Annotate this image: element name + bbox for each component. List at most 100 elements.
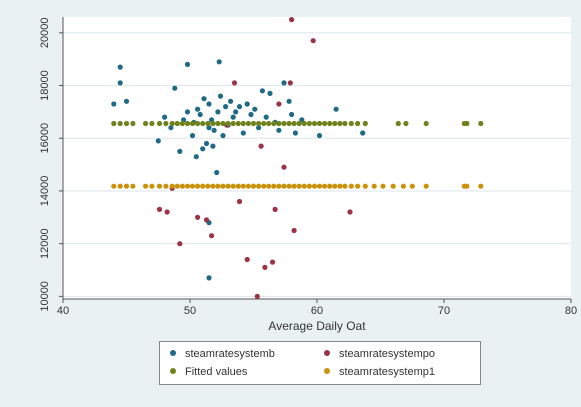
data-point-series-1 xyxy=(203,140,210,147)
x-tick-label: 40 xyxy=(57,305,69,317)
data-point-series-3 xyxy=(215,120,221,127)
data-point-series-2 xyxy=(310,38,316,44)
data-point-series-2 xyxy=(276,101,282,107)
data-point-series-4 xyxy=(261,183,267,189)
data-point-series-4 xyxy=(111,183,117,189)
data-point-series-1 xyxy=(281,80,287,86)
data-point-series-1 xyxy=(256,125,262,131)
data-point-series-2 xyxy=(195,214,201,220)
data-point-series-1 xyxy=(236,104,243,110)
legend-marker-icon xyxy=(324,368,330,375)
data-point-series-3 xyxy=(301,120,307,127)
data-point-series-3 xyxy=(464,120,470,127)
data-point-series-3 xyxy=(337,120,343,127)
data-point-series-4 xyxy=(327,183,333,189)
legend-label: steamratesystemp1 xyxy=(339,366,435,378)
data-point-series-3 xyxy=(189,120,196,127)
data-point-series-1 xyxy=(210,143,216,149)
data-point-series-3 xyxy=(163,120,169,127)
data-point-series-3 xyxy=(220,120,226,127)
data-point-series-4 xyxy=(256,183,262,189)
data-point-series-2 xyxy=(203,217,210,223)
data-point-series-3 xyxy=(327,120,333,127)
data-point-series-3 xyxy=(261,120,267,127)
data-point-series-4 xyxy=(478,183,484,189)
data-point-series-4 xyxy=(123,183,130,189)
data-point-series-1 xyxy=(230,114,236,120)
data-point-series-1 xyxy=(240,130,246,136)
data-point-series-4 xyxy=(240,183,246,189)
data-point-series-4 xyxy=(250,183,257,189)
data-point-series-3 xyxy=(245,120,251,127)
data-point-series-1 xyxy=(193,154,199,160)
data-point-series-1 xyxy=(200,146,206,152)
data-point-series-1 xyxy=(223,104,229,110)
data-point-series-4 xyxy=(179,183,185,189)
legend-label: steamratesystemb xyxy=(185,348,275,360)
data-point-series-3 xyxy=(225,120,231,127)
data-point-series-1 xyxy=(155,138,161,144)
data-point-series-1 xyxy=(263,114,269,120)
data-point-series-3 xyxy=(276,120,282,127)
data-point-series-4 xyxy=(337,183,343,189)
data-point-series-3 xyxy=(286,120,292,127)
data-point-series-4 xyxy=(163,183,169,189)
data-point-series-3 xyxy=(240,120,246,127)
y-tick-label: 14000 xyxy=(39,176,51,207)
data-point-series-4 xyxy=(286,183,292,189)
data-point-series-1 xyxy=(117,80,123,86)
data-point-series-4 xyxy=(271,183,277,189)
legend-marker-icon xyxy=(324,350,330,357)
y-tick-label: 20000 xyxy=(39,18,51,49)
data-point-series-4 xyxy=(371,183,377,189)
data-point-series-1 xyxy=(292,130,298,136)
data-point-series-2 xyxy=(164,209,170,215)
data-point-series-3 xyxy=(149,120,155,127)
data-point-series-3 xyxy=(230,120,236,127)
data-point-series-3 xyxy=(306,120,312,127)
data-point-series-1 xyxy=(206,275,212,281)
data-point-series-4 xyxy=(296,183,302,189)
data-point-series-1 xyxy=(252,106,258,112)
data-point-series-1 xyxy=(244,101,250,107)
data-point-series-3 xyxy=(362,120,368,127)
data-point-series-4 xyxy=(200,183,206,189)
data-point-series-1 xyxy=(117,64,123,70)
legend-item-series-3: Fitted values xyxy=(170,364,247,380)
data-point-series-2 xyxy=(269,259,276,265)
data-point-series-4 xyxy=(143,183,149,189)
legend-label: Fitted values xyxy=(185,366,248,378)
data-point-series-1 xyxy=(184,61,191,67)
data-point-series-1 xyxy=(195,106,201,112)
data-point-series-2 xyxy=(291,227,297,234)
data-point-series-4 xyxy=(400,183,406,189)
data-point-series-3 xyxy=(403,120,409,127)
data-point-series-3 xyxy=(235,120,241,127)
data-point-series-1 xyxy=(206,101,212,107)
data-point-series-1 xyxy=(299,117,305,123)
data-point-series-4 xyxy=(215,183,221,189)
legend-marker-icon xyxy=(170,368,176,375)
data-point-series-1 xyxy=(189,133,196,139)
data-point-series-4 xyxy=(380,183,386,189)
data-point-series-3 xyxy=(169,120,175,127)
data-point-series-4 xyxy=(355,183,361,189)
data-point-series-4 xyxy=(245,183,251,189)
data-point-series-4 xyxy=(390,183,396,189)
data-point-series-4 xyxy=(322,183,328,189)
data-point-series-1 xyxy=(316,133,323,139)
data-point-series-1 xyxy=(168,125,174,131)
data-point-series-4 xyxy=(130,183,136,189)
data-point-series-3 xyxy=(195,120,201,127)
data-point-series-4 xyxy=(220,183,226,189)
x-tick-label: 50 xyxy=(184,305,196,317)
data-point-series-3 xyxy=(174,120,180,127)
data-point-series-1 xyxy=(360,130,366,136)
data-point-series-4 xyxy=(342,183,348,189)
data-point-series-3 xyxy=(355,120,361,127)
data-point-series-4 xyxy=(301,183,307,189)
legend-marker-icon xyxy=(170,350,176,357)
data-point-series-1 xyxy=(172,85,178,91)
data-point-series-1 xyxy=(286,98,292,104)
